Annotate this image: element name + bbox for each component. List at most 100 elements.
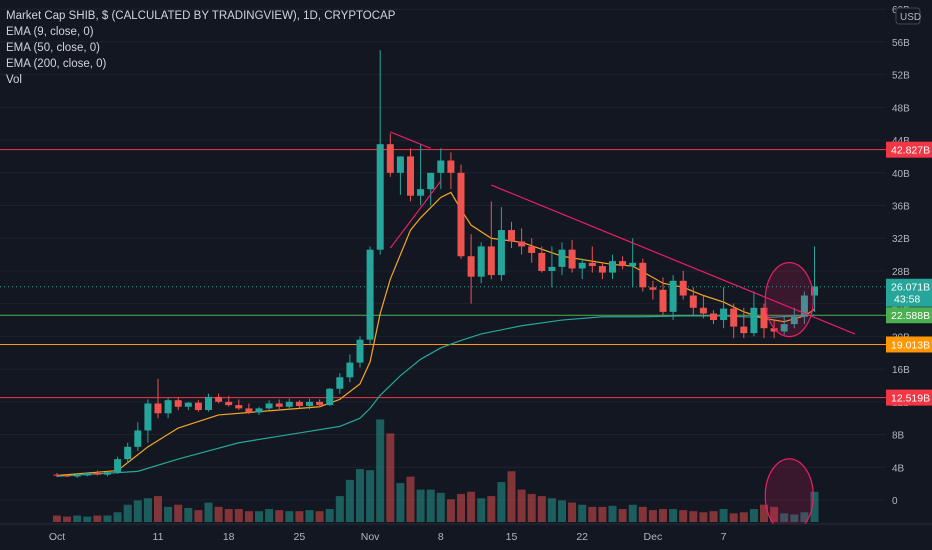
candle-body <box>811 286 818 296</box>
candle-body <box>346 362 354 378</box>
indicator-ema200[interactable]: EMA (200, close, 0) <box>6 58 107 70</box>
volume-bar <box>457 493 465 522</box>
candle-body <box>508 230 515 242</box>
price-label-value: 22.588B <box>891 310 930 322</box>
volume-bar <box>547 498 556 522</box>
candle <box>194 400 202 412</box>
candle-body <box>770 328 778 332</box>
candle-body <box>629 262 637 267</box>
candle-body <box>93 473 101 475</box>
candle <box>477 242 485 284</box>
volume-bar <box>699 512 708 522</box>
candle-body <box>144 403 152 431</box>
candle-body <box>356 339 364 363</box>
x-tick-label: 8 <box>438 531 444 543</box>
candle-body <box>669 280 677 312</box>
volume-bar <box>618 509 627 522</box>
volume-bar <box>487 496 496 522</box>
candle-body <box>487 246 495 276</box>
volume-bar <box>73 515 82 522</box>
price-label-value: 42.827B <box>891 145 930 157</box>
volume-bar <box>436 492 445 522</box>
candle-body <box>407 156 414 196</box>
candle <box>689 287 697 316</box>
candle-body <box>235 405 243 409</box>
candle <box>457 164 465 259</box>
x-tick-label: 15 <box>506 531 518 543</box>
candle <box>447 152 455 190</box>
ema50-line <box>56 314 815 477</box>
candle-body <box>649 287 657 290</box>
volume-bar <box>164 506 173 522</box>
candle-body <box>63 475 71 477</box>
candle <box>568 239 576 273</box>
volume-bar <box>467 491 476 522</box>
volume-bar <box>477 498 486 522</box>
candle-body <box>134 430 142 447</box>
price-label: 12.519B <box>886 389 932 406</box>
currency-label: USD <box>900 12 921 23</box>
candle-body <box>447 160 455 173</box>
candle-body <box>750 307 758 334</box>
price-label-value: 12.519B <box>891 393 930 405</box>
y-tick-label: 16B <box>892 365 910 376</box>
candle-body <box>699 307 707 314</box>
volume-bar <box>770 506 779 522</box>
chart-title: Market Cap SHIB, $ (CALCULATED BY TRADIN… <box>6 10 396 22</box>
candle <box>154 378 162 419</box>
price-label-value: 26.071B <box>891 282 930 294</box>
volume-bar <box>739 512 748 522</box>
indicator-ema9[interactable]: EMA (9, close, 0) <box>6 26 94 38</box>
volume-bar <box>659 509 667 522</box>
candle-body <box>790 316 798 325</box>
volume-bar <box>800 512 809 522</box>
candle <box>679 270 687 300</box>
candle <box>346 354 354 383</box>
volume-bar <box>204 502 213 522</box>
candle-body <box>275 403 283 407</box>
indicator-ema50[interactable]: EMA (50, close, 0) <box>6 42 100 54</box>
candle-body <box>548 266 556 271</box>
candle <box>93 470 101 476</box>
candle <box>467 234 475 304</box>
volume-bar <box>123 504 132 522</box>
volume-bar <box>295 511 304 522</box>
candle-body <box>740 326 748 334</box>
candle-body <box>53 474 61 476</box>
volume-bar <box>679 510 688 522</box>
candle <box>790 307 798 329</box>
candle-body <box>528 246 536 253</box>
volume-bar <box>648 510 657 522</box>
volume-bar <box>113 512 122 522</box>
candle-body <box>659 289 667 312</box>
candle <box>73 473 81 478</box>
candle <box>316 399 324 408</box>
candle <box>144 399 152 443</box>
x-tick-label: 25 <box>294 531 306 543</box>
candle-body <box>386 144 394 173</box>
candle <box>326 387 334 406</box>
candle <box>558 242 566 276</box>
candle-body <box>518 241 526 247</box>
volume-bar <box>628 504 637 522</box>
y-tick-label: 4B <box>892 463 905 474</box>
candle-body <box>306 401 313 406</box>
candle <box>407 148 414 202</box>
candle <box>699 295 707 319</box>
volume-bar <box>669 509 678 522</box>
volume-bar <box>224 509 233 522</box>
candle-body <box>316 401 324 406</box>
volume-bar <box>244 511 253 522</box>
candle-body <box>215 396 223 402</box>
trendline <box>389 180 442 249</box>
y-tick-label: 32B <box>892 234 910 245</box>
volume-bar <box>406 476 415 522</box>
candle <box>619 256 627 270</box>
candle-body <box>467 256 475 277</box>
y-tick-label: 8B <box>892 431 905 442</box>
indicator-vol[interactable]: Vol <box>6 74 22 86</box>
candle <box>508 221 515 249</box>
volume-bar <box>558 500 566 522</box>
